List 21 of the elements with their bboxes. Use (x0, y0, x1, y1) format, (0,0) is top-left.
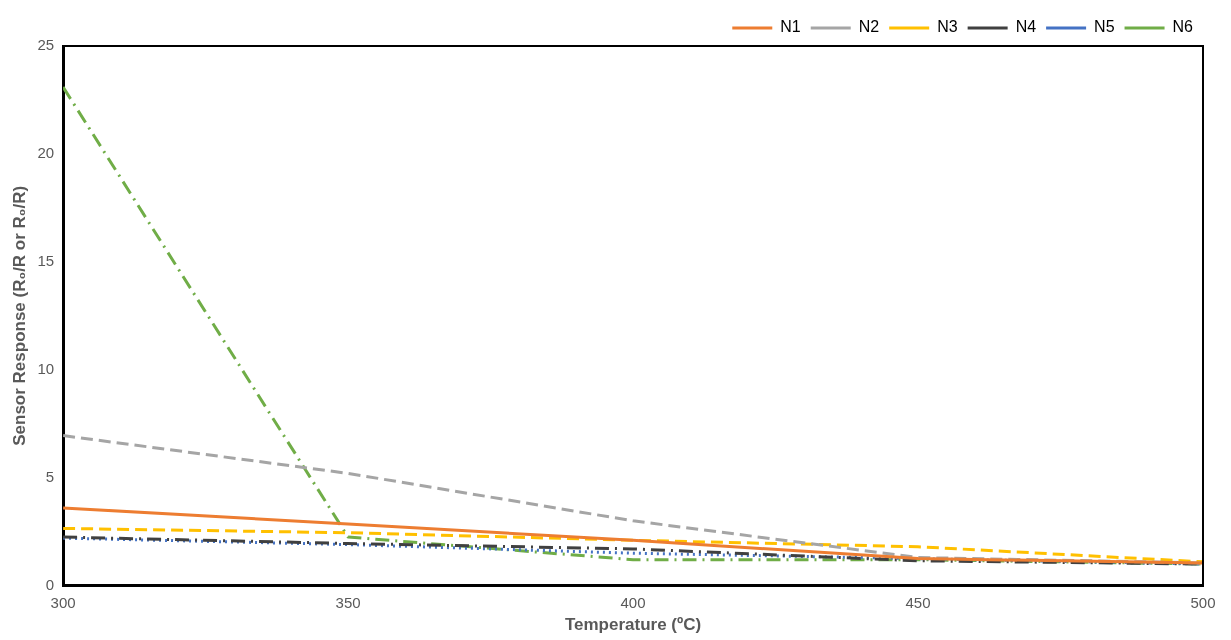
x-tick-label: 300 (50, 593, 76, 611)
x-axis-title: Temperature (ºC) (564, 615, 702, 635)
line-series (63, 526, 1203, 564)
legend-label: N4 (1015, 18, 1037, 36)
x-tick-label: 500 (1190, 593, 1216, 611)
y-tick-label: 20 (37, 144, 55, 162)
x-tick-label: 450 (905, 593, 931, 611)
y-axis-title: Sensor Response (R₀/R or R₀/R) (9, 185, 29, 446)
legend-label: N3 (937, 18, 958, 36)
y-tick-label: 10 (37, 359, 55, 377)
line-series (63, 85, 1203, 566)
legend-label: N2 (858, 18, 880, 36)
y-tick-label: 0 (45, 575, 55, 593)
y-tick-label: 5 (45, 467, 55, 485)
x-tick-label: 350 (335, 593, 361, 611)
legend-label: N5 (1094, 18, 1115, 36)
legend-label: N6 (1172, 18, 1194, 36)
y-tick-label: 15 (37, 251, 55, 269)
y-tick-label: 25 (37, 36, 55, 54)
legend-label: N1 (780, 18, 801, 36)
x-tick-label: 400 (620, 593, 646, 611)
